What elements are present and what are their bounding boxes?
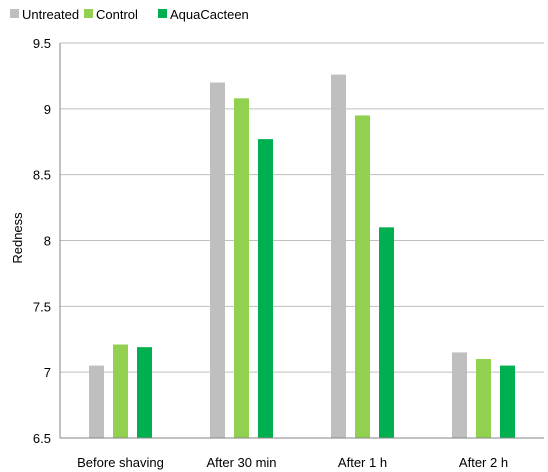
x-tick-labels: Before shaving After 30 min After 1 h After… [77, 455, 508, 470]
chart-legend: Untreated Control AquaCacteen [10, 7, 249, 22]
bar-control-2 [355, 115, 370, 439]
legend-swatch-control [84, 9, 93, 18]
bar-untreated-0 [89, 365, 104, 438]
x-tick-label: After 2 h [459, 455, 508, 470]
y-tick-label: 7 [44, 365, 51, 380]
y-tick-label: 9 [44, 102, 51, 117]
bar-aquacacteen-2 [379, 227, 394, 438]
y-axis-label: Redness [10, 212, 25, 264]
bar-untreated-1 [210, 82, 225, 438]
legend-swatch-untreated [10, 9, 19, 18]
bar-aquacacteen-0 [137, 347, 152, 438]
y-tick-label: 9.5 [33, 36, 51, 51]
x-tick-label: After 1 h [338, 455, 387, 470]
y-tick-label: 8.5 [33, 168, 51, 183]
bars [89, 74, 515, 439]
bar-untreated-2 [331, 74, 346, 438]
bar-untreated-3 [452, 352, 467, 438]
bar-control-1 [234, 98, 249, 439]
bar-aquacacteen-1 [258, 139, 273, 438]
bar-control-0 [113, 344, 128, 438]
legend-label-untreated: Untreated [22, 7, 79, 22]
y-tick-label: 8 [44, 234, 51, 249]
axes [59, 43, 544, 439]
legend-swatch-aquacacteen [158, 9, 167, 18]
legend-label-control: Control [96, 7, 138, 22]
y-tick-label: 7.5 [33, 299, 51, 314]
bar-aquacacteen-3 [500, 365, 515, 438]
bar-control-3 [476, 359, 491, 438]
x-tick-label: After 30 min [206, 455, 276, 470]
y-tick-label: 6.5 [33, 431, 51, 446]
y-tick-labels: 6.5 7 7.5 8 8.5 9 9.5 [33, 36, 51, 446]
x-tick-label: Before shaving [77, 455, 164, 470]
gridlines [60, 42, 544, 439]
legend-label-aquacacteen: AquaCacteen [170, 7, 249, 22]
